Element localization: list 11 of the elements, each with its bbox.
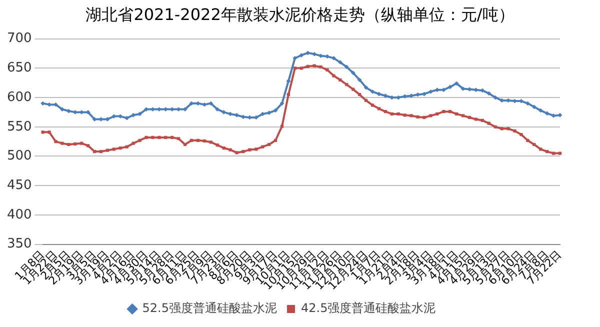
y-tick-label: 600 <box>6 90 32 105</box>
legend-label: 52.5强度普通硅酸盐水泥 <box>142 301 277 316</box>
legend-label: 42.5强度普通硅酸盐水泥 <box>301 301 436 316</box>
chart-title: 湖北省2021-2022年散装水泥价格走势（纵轴单位：元/吨） <box>84 4 516 26</box>
y-tick-label: 650 <box>6 60 32 76</box>
y-tick-label: 700 <box>6 31 32 46</box>
y-tick-label: 450 <box>6 178 32 193</box>
y-tick-label: 500 <box>6 148 32 164</box>
y-tick-label: 400 <box>6 207 32 222</box>
y-tick-label: 550 <box>6 119 32 134</box>
y-tick-label: 350 <box>6 236 32 252</box>
